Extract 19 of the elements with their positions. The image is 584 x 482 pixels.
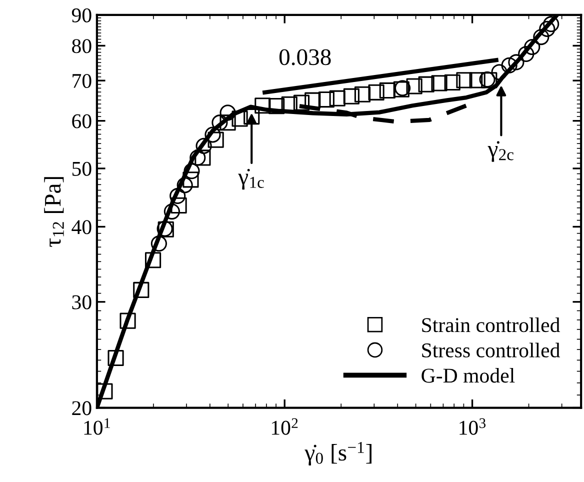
x-tick-label: 10$^{2}$ <box>272 418 298 435</box>
legend-label: Strain controlled <box>422 318 560 332</box>
x-tick-label: 10$^{1}$ <box>84 418 110 435</box>
y-tick-label: 90 <box>72 8 92 22</box>
y-tick-label: 20 <box>72 401 92 416</box>
y-tick-label: 60 <box>72 114 92 128</box>
y-tick-label: 70 <box>72 74 92 88</box>
legend-label: G-D model <box>422 368 515 383</box>
y-tick-label: 30 <box>72 295 92 310</box>
annotation: γ̇$_{1c}$ <box>238 168 264 190</box>
annotation: γ̇$_{2c}$ <box>488 141 514 162</box>
y-tick-label: 40 <box>72 220 92 234</box>
y-tick-label: 50 <box>72 162 92 176</box>
legend-label: Stress controlled <box>422 342 560 358</box>
x-tick-label: 10$^{3}$ <box>460 418 486 435</box>
x-axis-title: γ̇$_{0}$ [s$^{−1}$] <box>304 442 372 466</box>
annotation: 0.038 <box>279 49 331 66</box>
y-tick-label: 80 <box>72 39 92 54</box>
y-axis-title: τ$_{12}$ [Pa] <box>44 177 64 247</box>
